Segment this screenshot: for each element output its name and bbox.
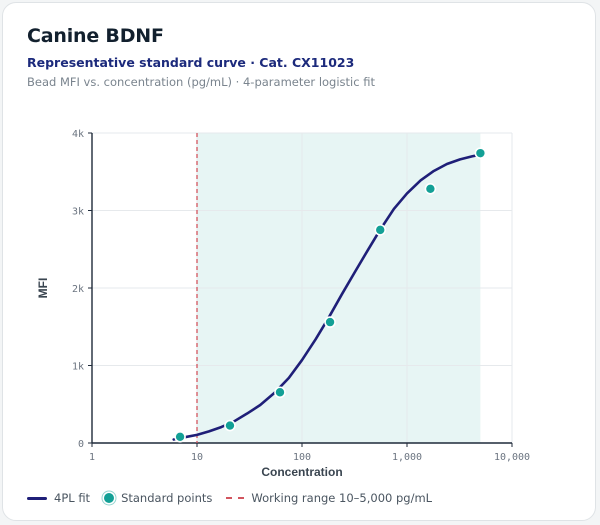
x-tick-label: 1 — [89, 452, 95, 463]
legend-range-swatch — [226, 497, 245, 499]
legend-range-label: Working range 10–5,000 pg/mL — [251, 491, 433, 505]
x-axis-title: Concentration — [261, 465, 342, 479]
standard-curve-chart: 0 1k 2k 3k 4k 1 10 100 1,000 10,000 Concentration M… — [36, 129, 530, 479]
legend-item-fit: 4PL fit — [27, 491, 90, 505]
legend-item-points: Standard points — [104, 491, 212, 505]
legend-item-range: Working range 10–5,000 pg/mL — [226, 491, 432, 505]
y-axis-title: MFI — [36, 278, 50, 299]
y-tick-label: 1k — [72, 362, 84, 373]
chart-card: Canine BDNF Representative standard curv… — [2, 2, 596, 521]
legend-fit-label: 4PL fit — [54, 491, 91, 505]
legend-fit-swatch — [27, 496, 47, 500]
chart-caption: Bead MFI vs. concentration (pg/mL) · 4-p… — [27, 75, 375, 89]
legend-points-label: Standard points — [121, 491, 213, 505]
y-tick-label: 3k — [72, 207, 84, 218]
x-tick-label: 100 — [293, 452, 311, 463]
y-tick-label: 0 — [78, 439, 84, 450]
standard-point — [324, 316, 336, 328]
x-tick-label: 10 — [191, 452, 203, 463]
y-tick-label: 4k — [72, 129, 84, 140]
legend-points-swatch — [104, 493, 115, 503]
x-tick-label: 10,000 — [494, 452, 530, 463]
standard-point — [474, 147, 487, 159]
standard-point — [374, 224, 387, 236]
standard-point — [424, 183, 437, 195]
chart-subtitle: Representative standard curve · Cat. CX1… — [27, 55, 355, 70]
x-tick-label: 1,000 — [392, 452, 422, 463]
standard-point — [274, 386, 286, 399]
standard-point — [224, 419, 236, 432]
y-tick-label: 2k — [72, 284, 84, 295]
chart-legend: 4PL fit Standard points Working range 10… — [27, 491, 432, 505]
chart-title: Canine BDNF — [27, 25, 164, 47]
standard-point — [174, 430, 186, 443]
